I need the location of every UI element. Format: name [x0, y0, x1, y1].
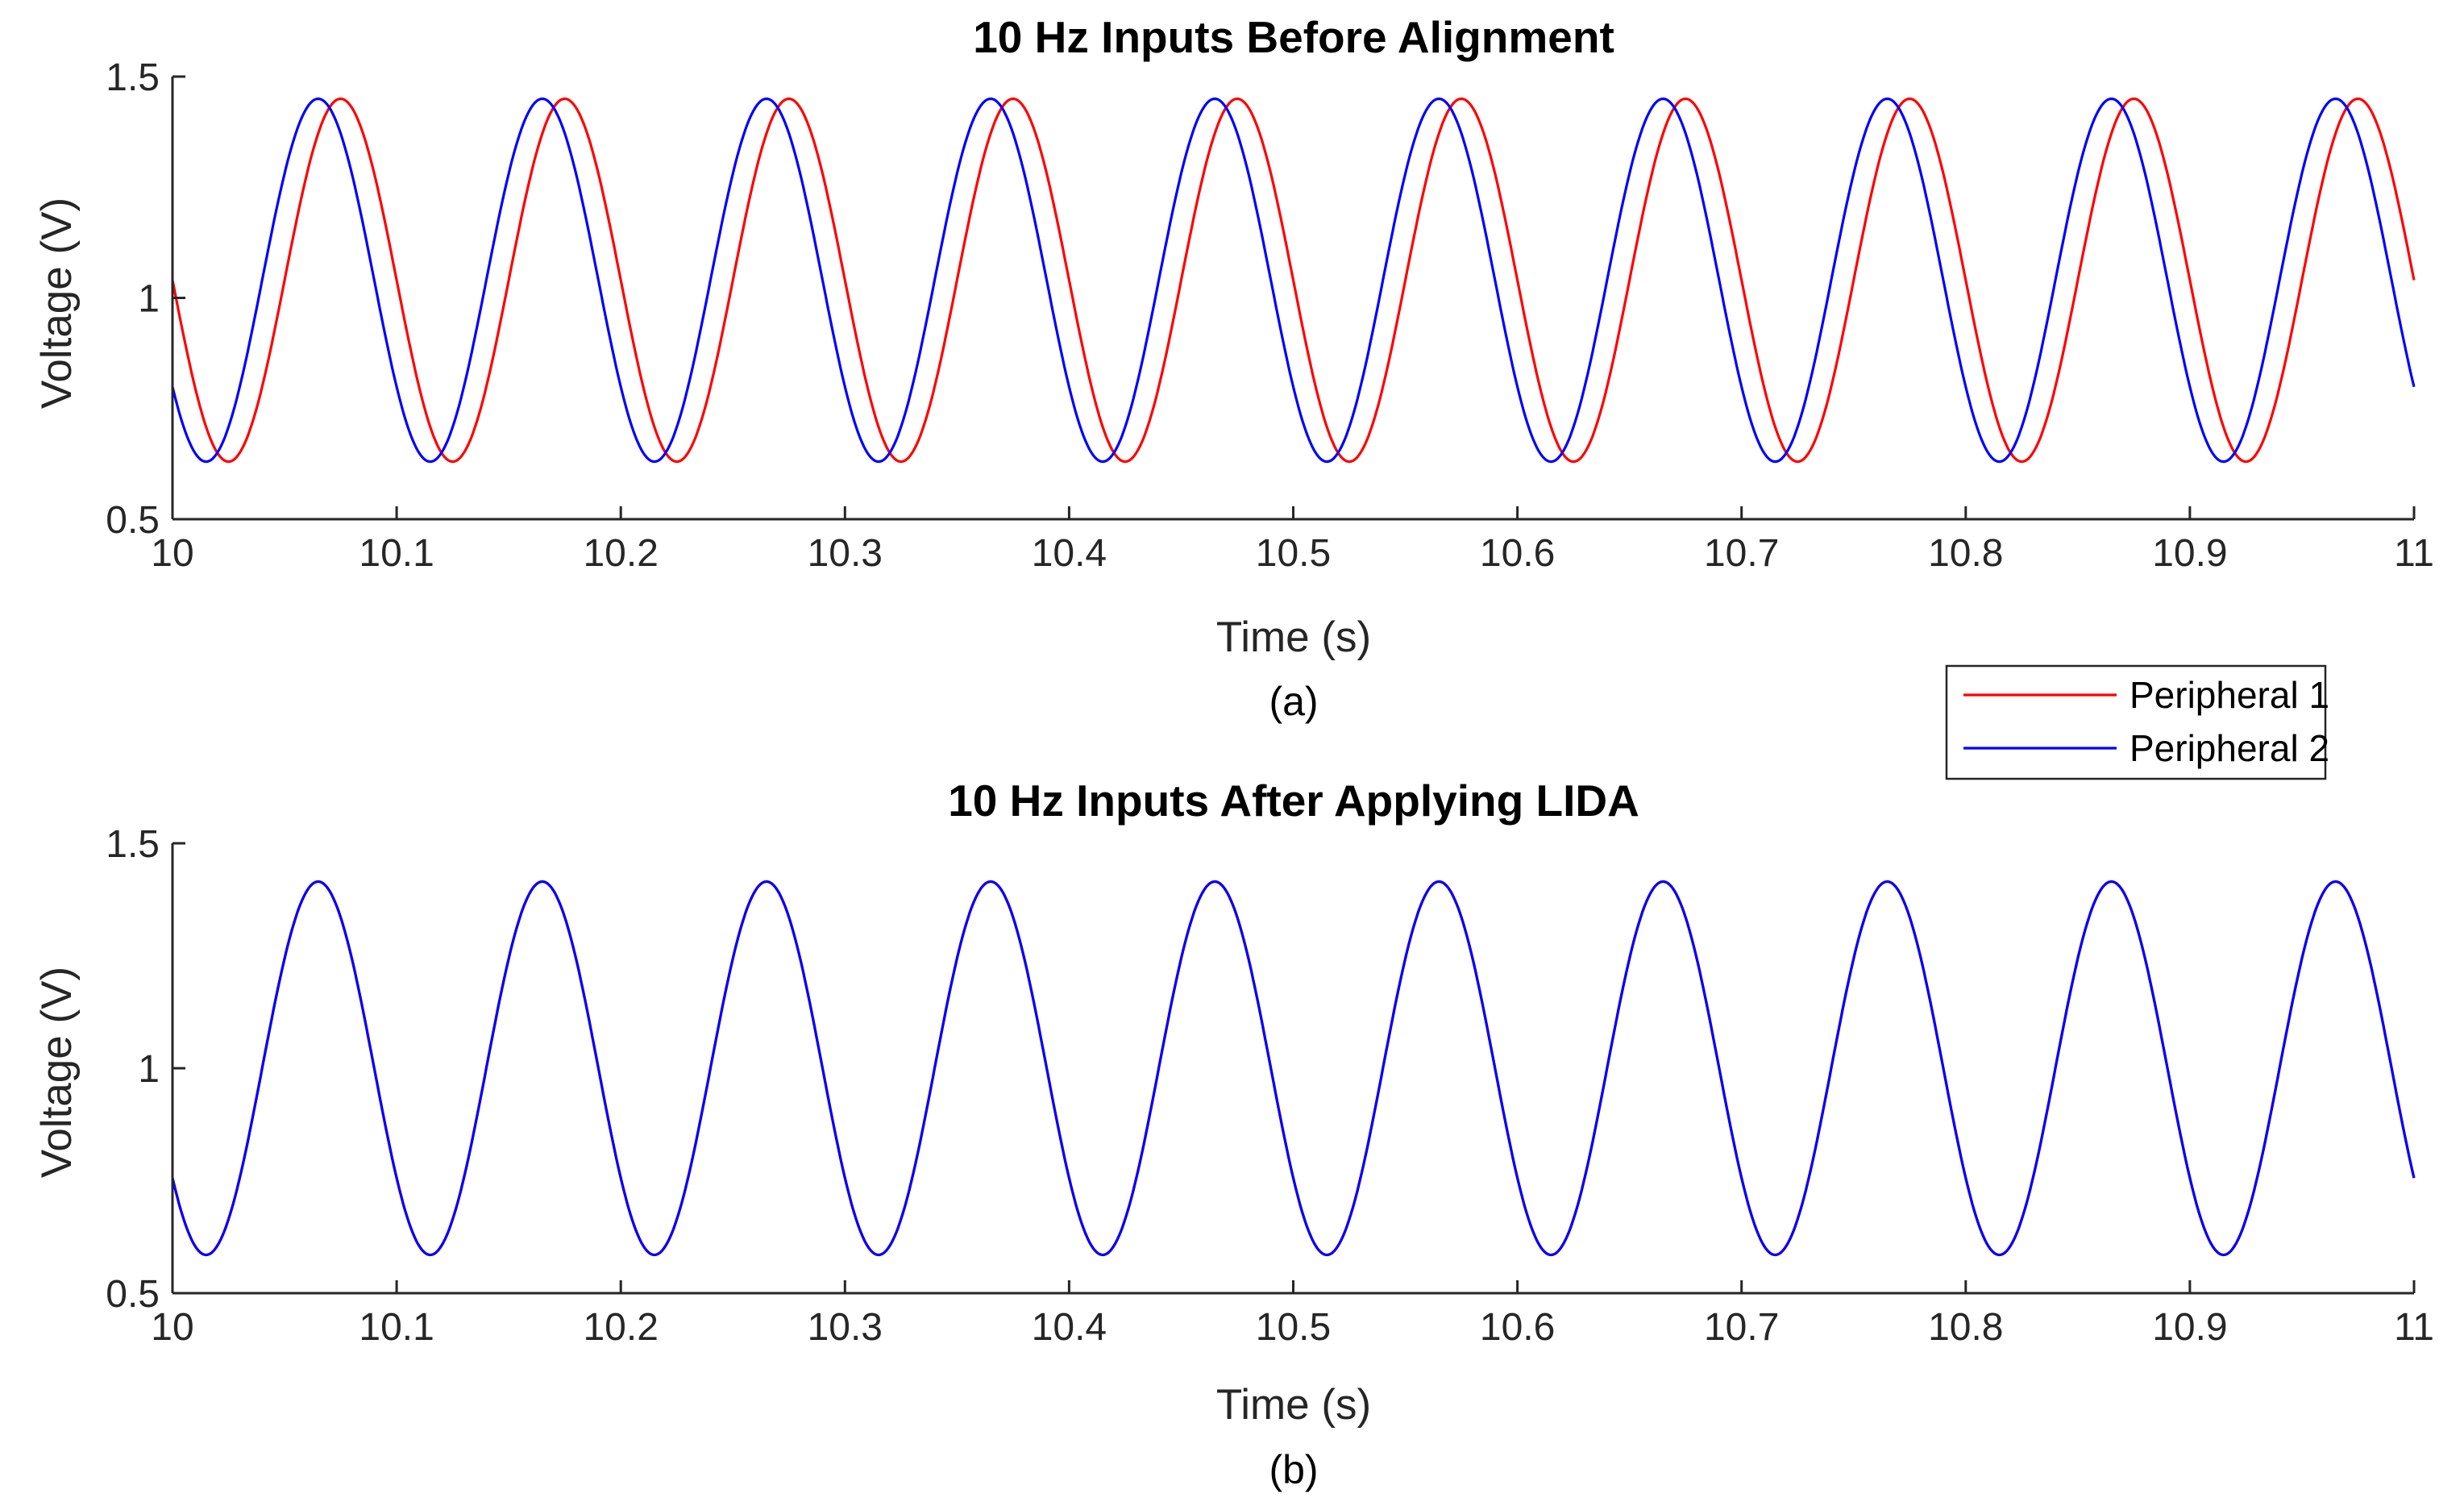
y-tick-label: 1 [138, 1048, 160, 1091]
x-tick-label: 10.5 [1256, 532, 1331, 575]
series-line-peripheral-2 [171, 880, 2416, 1257]
y-tick-label: 1.5 [106, 823, 160, 866]
axes: 10 10.1 10.2 10.3 10.4 10.5 10.6 10.7 10.8 10.9 11… [106, 823, 2434, 1349]
x-tick-label: 10.3 [808, 532, 883, 575]
x-tick-label: 11 [2394, 532, 2434, 575]
x-tick-label: 10.5 [1256, 1306, 1331, 1349]
x-tick-label: 10.6 [1480, 532, 1555, 575]
legend-label: Peripheral 1 [2130, 674, 2329, 716]
chart-panel-b: 10 Hz Inputs After Applying LIDA 10 10.1 1… [33, 776, 2434, 1492]
panel-caption: (a) [1269, 679, 1318, 724]
y-tick-label: 0.5 [106, 499, 160, 542]
x-tick-label: 10.2 [583, 1306, 658, 1349]
x-tick-label: 10.8 [1928, 1306, 2003, 1349]
x-axis-label: Time (s) [1216, 614, 1371, 661]
y-axis-label: Voltage (V) [33, 198, 81, 409]
x-tick-label: 10.8 [1928, 532, 2003, 575]
chart-panel-a: 10 Hz Inputs Before Alignment 10 10.1 10.2… [33, 12, 2434, 724]
y-tick-label: 1 [138, 278, 160, 321]
legend-box [1945, 664, 2327, 780]
series-line-peripheral-2 [171, 97, 2416, 464]
x-tick-label: 10.3 [808, 1306, 883, 1349]
x-tick-label: 10.9 [2152, 1306, 2227, 1349]
x-tick-label: 10.1 [359, 1306, 434, 1349]
x-tick-label: 10.7 [1704, 532, 1779, 575]
chart-title: 10 Hz Inputs After Applying LIDA [948, 776, 1639, 826]
x-tick-label: 10.1 [359, 532, 434, 575]
x-tick-label: 10 [151, 1306, 193, 1349]
series-layer [171, 880, 2416, 1257]
x-tick-label: 10.4 [1032, 1306, 1107, 1349]
x-tick-label: 10.2 [583, 532, 658, 575]
x-tick-label: 10 [151, 532, 193, 575]
x-axis-label: Time (s) [1216, 1381, 1371, 1429]
x-tick-label: 10.7 [1704, 1306, 1779, 1349]
x-tick-label: 10.4 [1032, 532, 1107, 575]
y-tick-label: 1.5 [106, 56, 160, 99]
panel-caption: (b) [1269, 1447, 1318, 1492]
x-tick-label: 11 [2394, 1306, 2434, 1349]
x-tick-label: 10.6 [1480, 1306, 1555, 1349]
y-tick-label: 0.5 [106, 1273, 160, 1316]
series-line-peripheral-1 [171, 97, 2416, 464]
legend: Peripheral 1 Peripheral 2 [1945, 664, 2329, 780]
axes: 10 10.1 10.2 10.3 10.4 10.5 10.6 10.7 10.8 10.9 11… [106, 56, 2434, 575]
series-layer [171, 97, 2416, 464]
chart-title: 10 Hz Inputs Before Alignment [973, 12, 1614, 62]
x-tick-label: 10.9 [2152, 532, 2227, 575]
legend-label: Peripheral 2 [2130, 727, 2329, 769]
series-line-peripheral-1 [171, 880, 2416, 1257]
y-axis-label: Voltage (V) [33, 967, 81, 1178]
